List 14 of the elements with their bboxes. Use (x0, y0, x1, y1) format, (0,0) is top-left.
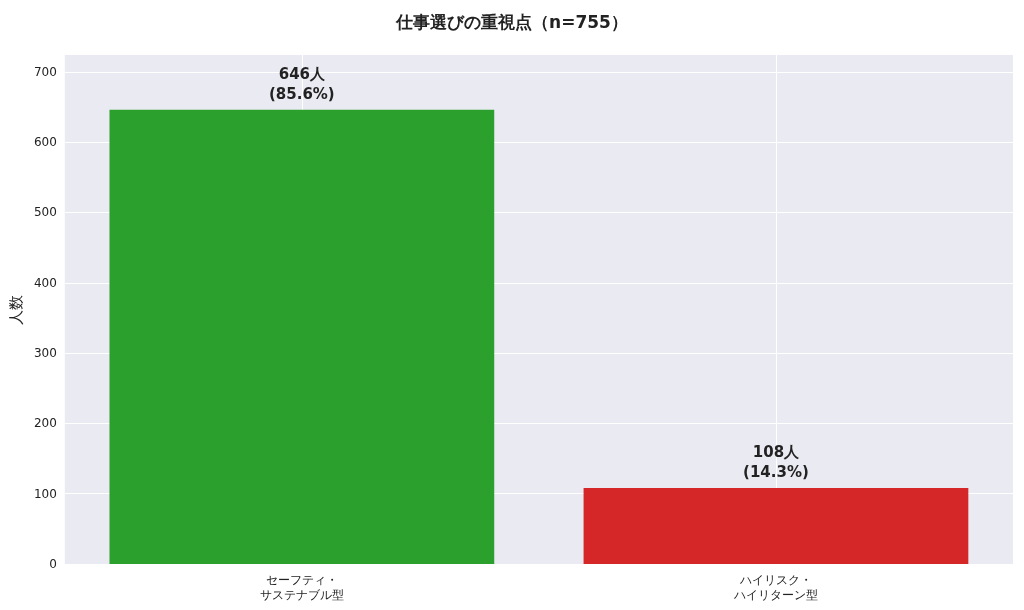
y-tick-label: 200 (33, 416, 57, 431)
data-label: 646人 (85.6%) (268, 64, 335, 103)
data-label: 108人 (14.3%) (743, 443, 809, 482)
y-tick-label: 0 (49, 557, 57, 571)
y-tick-label: 500 (33, 205, 57, 220)
chart-title: 仕事選びの重視点（n=755） (395, 11, 628, 32)
y-tick-label: 100 (33, 486, 57, 501)
y-tick-label: 400 (33, 275, 57, 290)
y-tick-label: 700 (33, 64, 57, 79)
y-tick-label: 600 (33, 135, 57, 150)
x-tick-label: ハイリスク・ハイリターン型 (732, 572, 818, 602)
y-axis-title: 人数 (6, 294, 25, 325)
x-tick-label: セーフティ・サステナブル型 (259, 572, 344, 602)
y-tick-label: 300 (33, 346, 57, 361)
